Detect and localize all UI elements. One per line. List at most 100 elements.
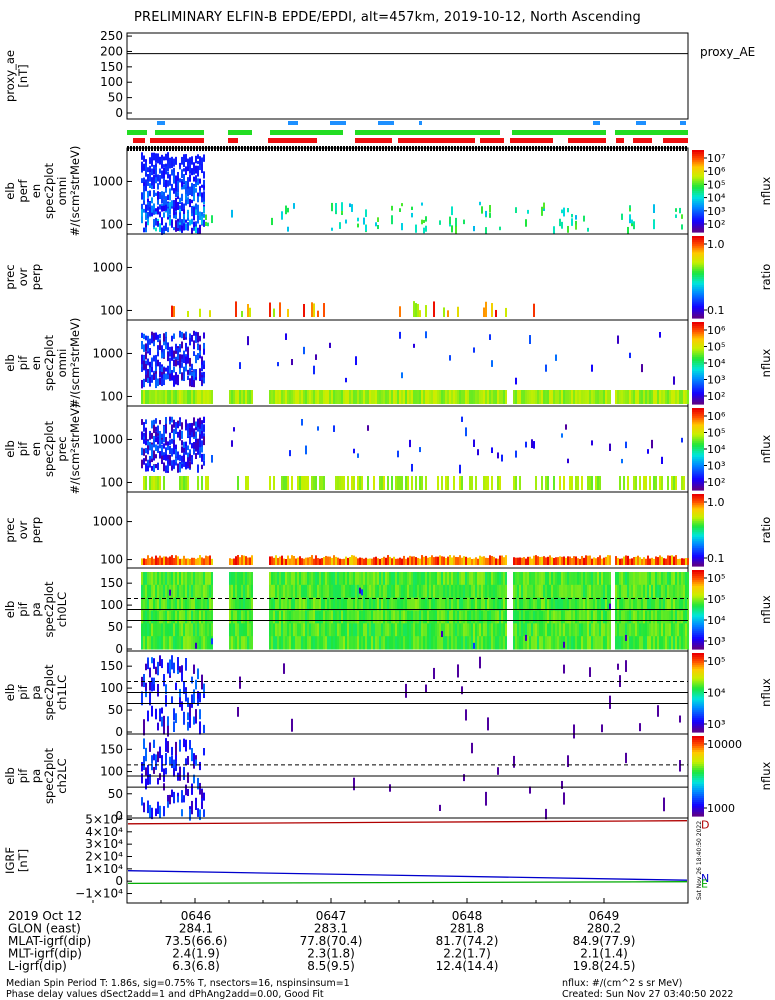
ylabel-ratio1-1: ovr [16, 267, 30, 286]
heat-cell [207, 636, 209, 650]
heat-cell [229, 610, 231, 624]
heat-cell [473, 597, 475, 611]
heat-cell [481, 597, 483, 611]
heat-cell [667, 597, 669, 611]
heat-cell [177, 796, 179, 803]
ytick-label-igrf-3: 2×10⁴ [85, 850, 123, 864]
heat-cell [499, 584, 501, 599]
heat-cell [681, 636, 683, 650]
heat-cell [527, 572, 529, 586]
colorbar-seg [692, 666, 704, 670]
heat-cell [375, 636, 377, 650]
heat-cell [145, 447, 147, 454]
heat-cell [651, 636, 653, 650]
heat-cell [439, 390, 441, 404]
heat-cell [683, 558, 685, 565]
heat-cell [193, 214, 195, 221]
heat-cell [645, 636, 647, 650]
ylabel-ratio2-0: prec [3, 517, 17, 542]
colorbar-seg [692, 430, 704, 434]
heat-cell [579, 390, 581, 404]
heat-cell [377, 217, 379, 222]
heat-cell [273, 623, 275, 637]
colorbar-seg [692, 240, 704, 243]
heat-cell [177, 572, 179, 586]
heat-cell [489, 584, 491, 599]
heat-cell [399, 476, 401, 490]
heat-cell [683, 610, 685, 624]
heat-cell [453, 555, 455, 565]
heat-cell [183, 366, 185, 373]
heat-cell [605, 390, 607, 404]
heat-cell [409, 610, 411, 624]
heat-cell [397, 636, 399, 650]
heat-cell [587, 572, 589, 586]
heat-cell [169, 556, 171, 565]
heat-cell [301, 597, 303, 611]
heat-cell [345, 623, 347, 637]
heat-cell [179, 476, 181, 490]
heat-cell [647, 584, 649, 599]
colorbar-seg [692, 603, 704, 607]
heat-cell [643, 623, 645, 637]
heat-cell [633, 225, 635, 230]
heat-cell [561, 221, 563, 229]
heat-cell [177, 351, 179, 360]
heat-cell [203, 199, 205, 205]
colorbar-seg [692, 338, 704, 342]
heat-cell [179, 224, 181, 231]
heat-cell [491, 390, 493, 404]
colorbar-seg [692, 258, 704, 262]
heat-cell [411, 584, 413, 599]
heat-cell [581, 555, 583, 565]
heat-cell [397, 390, 399, 404]
heat-cell [377, 572, 379, 586]
heat-cell [181, 701, 183, 711]
heat-cell [189, 390, 191, 404]
colorbar-seg [692, 250, 704, 253]
heat-cell [357, 453, 359, 458]
colorbar-ticklabel-pa2-1: 1000 [707, 802, 735, 815]
heat-cell [523, 557, 525, 565]
heat-cell [171, 355, 173, 361]
heat-cell [479, 623, 481, 637]
heat-cell [557, 636, 559, 650]
heat-cell [567, 584, 569, 599]
heat-cell [601, 597, 603, 611]
heat-cell [385, 584, 387, 599]
colorbar-seg [692, 776, 704, 779]
heat-cell [645, 597, 647, 611]
heat-cell [653, 221, 655, 230]
heat-cell [487, 597, 489, 611]
heat-cell [559, 636, 561, 650]
colorbar-seg [692, 199, 704, 202]
heat-cell [299, 636, 301, 650]
heat-cell [167, 584, 169, 599]
colorbar-seg [692, 311, 704, 315]
colorbar-ticklabel-ratio1-1: 0.1 [707, 304, 725, 317]
heat-cell [287, 476, 289, 490]
heat-cell [181, 178, 183, 184]
heat-cell [535, 555, 537, 565]
heat-cell [677, 584, 679, 599]
heat-cell [181, 636, 183, 650]
colorbar-seg [692, 722, 704, 725]
heat-cell [649, 610, 651, 624]
heat-cell [367, 610, 369, 624]
colorbar-ticklabel-pa2-0: 10000 [707, 738, 742, 751]
heat-cell [277, 610, 279, 624]
colorbar-seg [692, 764, 704, 767]
heat-cell [155, 354, 157, 362]
heat-cell [677, 636, 679, 650]
heat-cell [145, 636, 147, 650]
heat-cell [649, 476, 651, 490]
heat-cell [671, 584, 673, 599]
heat-cell [541, 390, 543, 404]
heat-cell [167, 610, 169, 624]
heat-cell [483, 610, 485, 624]
heat-cell [631, 597, 633, 611]
heat-cell [475, 390, 477, 404]
heat-cell [637, 584, 639, 599]
heat-cell [165, 636, 167, 650]
colorbar-seg [692, 748, 704, 751]
